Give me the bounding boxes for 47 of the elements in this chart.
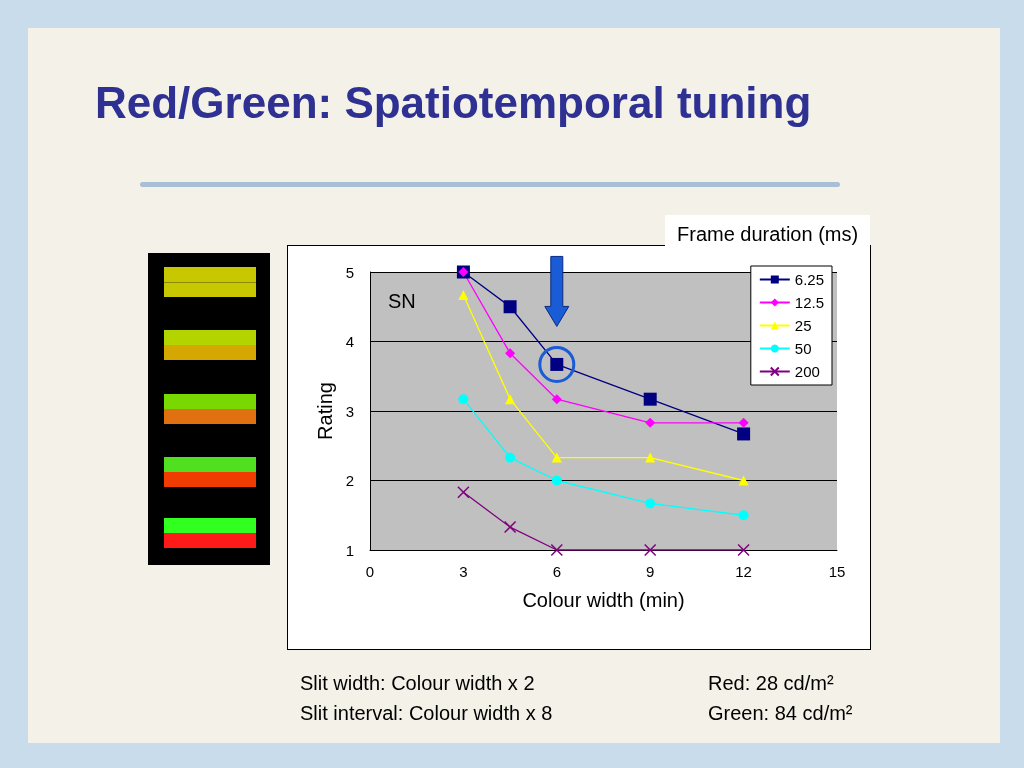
point xyxy=(551,475,562,486)
point xyxy=(738,510,749,521)
legend-label: 25 xyxy=(794,317,812,334)
x-tick-label: 9 xyxy=(646,563,655,580)
point xyxy=(550,543,564,557)
text: Slit width: Colour width x 2 xyxy=(300,672,535,695)
point xyxy=(551,394,562,405)
x-tick-label: 12 xyxy=(735,563,752,580)
legend-label: 6.25 xyxy=(794,271,825,288)
point xyxy=(645,417,656,428)
x-tick-label: 0 xyxy=(365,563,375,580)
y-tick-label: 3 xyxy=(345,402,354,420)
y-tick-label: 1 xyxy=(345,541,354,559)
point xyxy=(505,452,516,463)
y-tick-label: 4 xyxy=(345,333,354,350)
text: Red: 28 cd/m² xyxy=(708,672,834,695)
chart-title: Red/Green: Spatiotemporal tuning xyxy=(95,78,812,128)
y-tick-label: 5 xyxy=(345,263,354,281)
point xyxy=(457,486,470,499)
x-tick-label: 3 xyxy=(459,563,468,580)
point xyxy=(645,498,656,509)
point xyxy=(738,475,749,486)
point xyxy=(737,543,750,557)
point xyxy=(737,427,751,441)
legend-label: 12.5 xyxy=(794,294,825,311)
point xyxy=(645,452,656,463)
legend-label: 50 xyxy=(794,340,812,357)
legend-title: Frame duration (ms) xyxy=(665,215,871,254)
annotation: SN xyxy=(388,290,416,313)
text: Green: 84 cd/m² xyxy=(708,702,853,725)
point xyxy=(551,452,562,463)
point xyxy=(643,543,657,557)
point xyxy=(503,520,517,534)
point xyxy=(505,394,516,405)
x-axis-title: Colour width (min) xyxy=(522,589,685,611)
y-tick-label: 2 xyxy=(345,472,354,489)
x-tick-label: 15 xyxy=(828,563,846,580)
point xyxy=(505,348,516,359)
point xyxy=(503,300,517,314)
text: Slit interval: Colour width x 8 xyxy=(300,702,553,725)
point xyxy=(458,289,469,300)
point xyxy=(738,417,749,428)
y-axis-title: Rating xyxy=(313,382,336,440)
point xyxy=(643,392,657,406)
x-tick-label: 6 xyxy=(552,563,561,580)
point xyxy=(458,394,469,405)
legend-label: 200 xyxy=(794,363,820,380)
